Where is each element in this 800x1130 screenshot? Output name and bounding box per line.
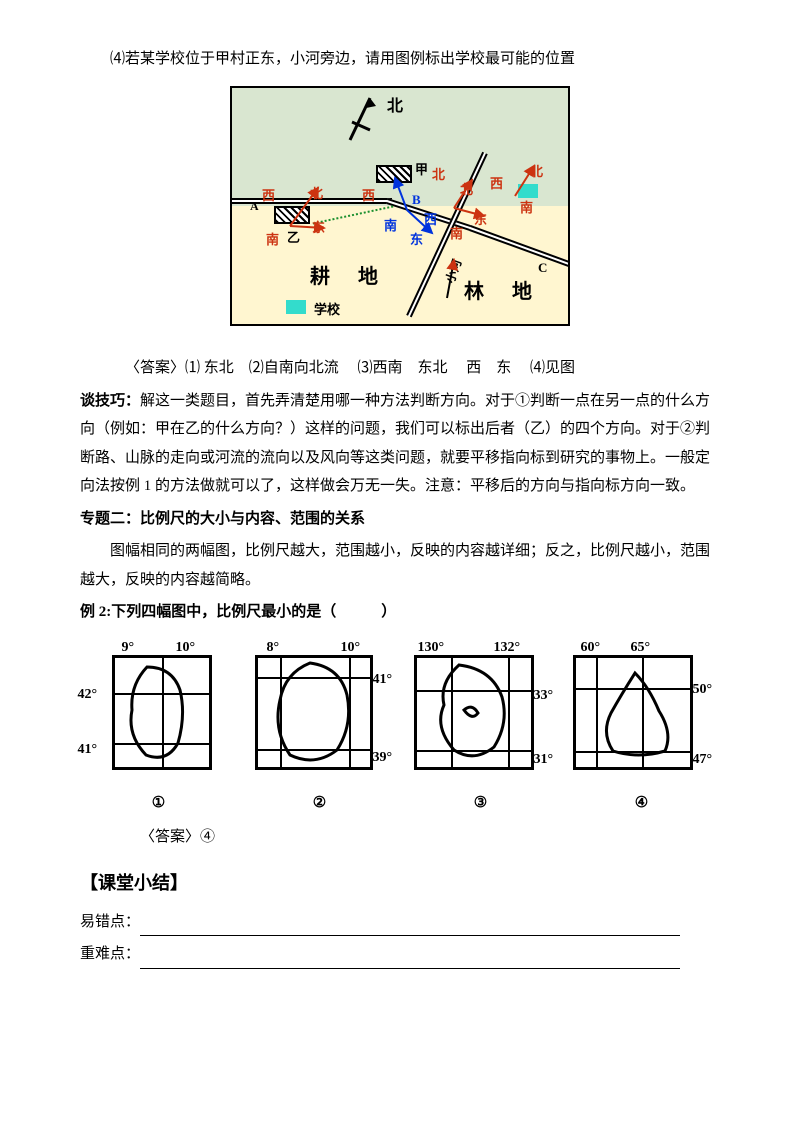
legend-school-icon xyxy=(286,300,306,314)
m1-num: ① xyxy=(152,789,165,818)
m4-shape-icon xyxy=(573,655,693,770)
hard-fill-line xyxy=(140,952,680,969)
figure-1-wrap: 北 西 甲 北 南 B 西 北 南 乙 东 A 西 北 西 北 东 南 南 东 xyxy=(80,86,720,337)
legend-school-label: 学校 xyxy=(314,298,340,323)
m2-num: ② xyxy=(313,789,326,818)
topic-2-title: 专题二：比例尺的大小与内容、范围的关系 xyxy=(80,505,720,534)
technique-paragraph: 谈技巧：解这一类题目，首先弄清楚用哪一种方法判断方向。对于①判断一点在另一点的什… xyxy=(80,387,720,501)
topic-2-body: 图幅相同的两幅图，比例尺越大，范围越小，反映的内容越详细；反之，比例尺越小，范围… xyxy=(80,537,720,594)
mini-map-2: 8° 10° 41° 39° ② xyxy=(241,637,398,818)
m2-right-1: 39° xyxy=(373,745,393,772)
m2-shape-icon xyxy=(255,655,373,770)
m4-right-1: 47° xyxy=(693,747,713,774)
technique-body: 解这一类题目，首先弄清楚用哪一种方法判断方向。对于①判断一点在另一点的什么方向（… xyxy=(80,393,710,495)
mini-maps-row: 9° 10° 42° 41° ① 8° 10° 41° 39° xyxy=(80,637,720,818)
m3-right-0: 33° xyxy=(534,683,554,710)
hard-label: 重难点： xyxy=(80,946,140,962)
mini-map-1: 9° 10° 42° 41° ① xyxy=(80,637,237,818)
technique-label: 谈技巧： xyxy=(80,393,140,409)
example-2-text: 例 2:下列四幅图中，比例尺最小的是（ ） xyxy=(80,598,720,627)
m1-left-1: 41° xyxy=(78,737,98,764)
m1-shape-icon xyxy=(112,655,212,770)
err-fill-line xyxy=(140,920,680,937)
example-2-label: 例 2:下列四幅图中，比例尺最小的是（ ） xyxy=(80,604,396,620)
m3-num: ③ xyxy=(474,789,487,818)
arrows-overlay-icon xyxy=(232,88,570,326)
m3-shape-icon xyxy=(414,655,534,770)
err-point-line: 易错点： xyxy=(80,908,720,937)
err-label: 易错点： xyxy=(80,914,140,930)
m1-left-0: 42° xyxy=(78,682,98,709)
answer-1: 〈答案〉⑴ 东北 ⑵自南向北流 ⑶西南 东北 西 东 ⑷见图 xyxy=(80,354,720,383)
m4-num: ④ xyxy=(635,789,648,818)
m4-right-0: 50° xyxy=(693,677,713,704)
summary-title: 【课堂小结】 xyxy=(80,866,720,900)
m2-right-0: 41° xyxy=(373,667,393,694)
m3-right-1: 31° xyxy=(534,747,554,774)
question-4-text: ⑷若某学校位于甲村正东，小河旁边，请用图例标出学校最可能的位置 xyxy=(80,45,720,74)
hard-point-line: 重难点： xyxy=(80,940,720,969)
answer-2: 〈答案〉④ xyxy=(80,823,720,852)
figure-1-map: 北 西 甲 北 南 B 西 北 南 乙 东 A 西 北 西 北 东 南 南 东 xyxy=(230,86,570,326)
mini-map-4: 60° 65° 50° 47° ④ xyxy=(563,637,720,818)
mini-map-3: 130° 132° 33° 31° ③ xyxy=(402,637,559,818)
